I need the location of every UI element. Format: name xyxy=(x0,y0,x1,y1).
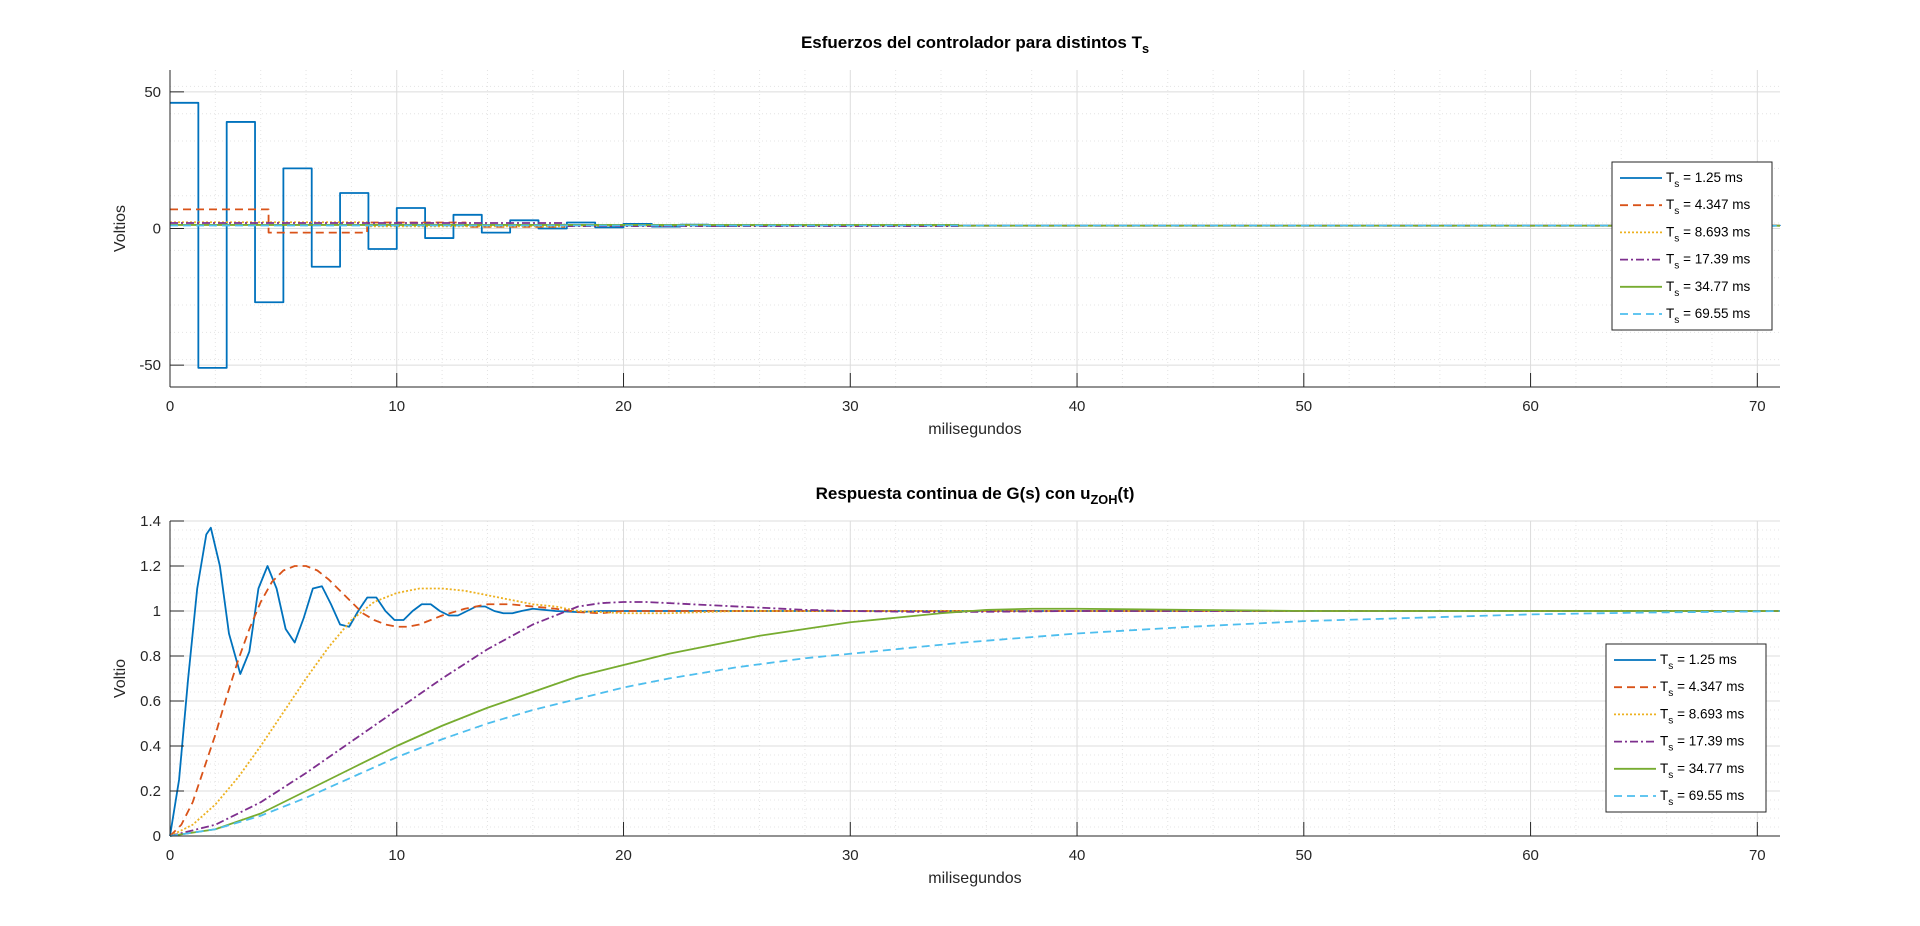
series-line-4 xyxy=(169,601,1780,837)
y-tick-label: 0 xyxy=(153,221,161,238)
x-tick-label: 50 xyxy=(1295,398,1312,415)
series-line-6 xyxy=(169,610,1781,837)
legend-entry: Ts = 4.347 ms xyxy=(1660,679,1744,699)
series-line-1 xyxy=(170,101,1781,369)
legend-entry: Ts = 4.347 ms xyxy=(1666,197,1750,217)
x-tick-label: 70 xyxy=(1749,847,1766,864)
x-axis-label: milisegundos xyxy=(928,421,1021,438)
legend-entry: Ts = 69.55 ms xyxy=(1666,306,1750,326)
y-tick-label: 1.4 xyxy=(140,513,161,530)
y-axis-label: Voltio xyxy=(112,659,129,698)
x-tick-label: 40 xyxy=(1069,847,1086,864)
legend: Ts = 1.25 ms Ts = 4.347 ms Ts = 8.693 ms Ts… xyxy=(1605,643,1767,813)
legend-entry: Ts = 8.693 ms xyxy=(1666,224,1750,244)
x-tick-label: 30 xyxy=(842,398,859,415)
legend: Ts = 1.25 ms Ts = 4.347 ms Ts = 8.693 ms Ts… xyxy=(1611,161,1773,331)
legend-entry: Ts = 1.25 ms xyxy=(1660,652,1737,672)
x-tick-label: 0 xyxy=(166,398,174,415)
y-tick-label: 0.6 xyxy=(140,693,161,710)
axes: 0 10 20 30 40 50 60 70 -50 0 50 xyxy=(139,70,1780,415)
subplot-1: 0 10 20 30 40 50 60 70 -50 0 50 Esfuerzos del contr… xyxy=(112,33,1781,438)
x-tick-label: 10 xyxy=(388,847,405,864)
legend-entry: Ts = 8.693 ms xyxy=(1660,706,1744,726)
y-tick-label: 50 xyxy=(144,84,161,101)
x-tick-label: 70 xyxy=(1749,398,1766,415)
series-line-5 xyxy=(169,607,1780,837)
x-tick-label: 30 xyxy=(842,847,859,864)
y-tick-label: 0 xyxy=(153,828,161,845)
series-line-1 xyxy=(169,526,1780,837)
series-line-3 xyxy=(169,587,1780,837)
legend-entry: Ts = 17.39 ms xyxy=(1666,252,1750,272)
legend-entry: Ts = 34.77 ms xyxy=(1660,761,1744,781)
axes: 0 10 20 30 40 50 60 70 0 0.2 0.4 0.6 0.8 1 1.2 1.4 xyxy=(140,513,1780,864)
legend-entry: Ts = 17.39 ms xyxy=(1660,734,1744,754)
x-tick-label: 20 xyxy=(615,398,632,415)
legend-entry: Ts = 1.25 ms xyxy=(1666,170,1743,190)
x-tick-label: 60 xyxy=(1522,398,1539,415)
x-axis-label: milisegundos xyxy=(928,870,1021,887)
subplot-2: 0 10 20 30 40 50 60 70 0 0.2 0.4 0.6 0.8 1 1.2 1.4 Respu… xyxy=(112,484,1781,887)
series-line-2 xyxy=(169,565,1780,837)
y-tick-label: 0.4 xyxy=(140,738,161,755)
major-grid xyxy=(169,70,1780,387)
x-tick-label: 10 xyxy=(388,398,405,415)
legend-entry: Ts = 34.77 ms xyxy=(1666,279,1750,299)
legend-entry: Ts = 69.55 ms xyxy=(1660,788,1744,808)
series-line-2 xyxy=(170,208,1781,234)
y-tick-label: 1.2 xyxy=(140,558,161,575)
x-tick-label: 50 xyxy=(1295,847,1312,864)
x-tick-label: 40 xyxy=(1069,398,1086,415)
y-tick-label: 0.2 xyxy=(140,783,161,800)
minor-grid xyxy=(170,521,1780,836)
x-tick-label: 60 xyxy=(1522,847,1539,864)
y-tick-label: 1 xyxy=(153,603,161,620)
x-tick-label: 20 xyxy=(615,847,632,864)
major-grid xyxy=(169,520,1780,837)
x-tick-label: 0 xyxy=(166,847,174,864)
chart-title: Esfuerzos del controlador para distintos… xyxy=(801,33,1149,56)
y-tick-label: -50 xyxy=(139,357,161,374)
y-axis-label: Voltios xyxy=(112,205,129,252)
chart-title: Respuesta continua de G(s) con uZOH(t) xyxy=(816,484,1135,507)
y-tick-label: 0.8 xyxy=(140,648,161,665)
